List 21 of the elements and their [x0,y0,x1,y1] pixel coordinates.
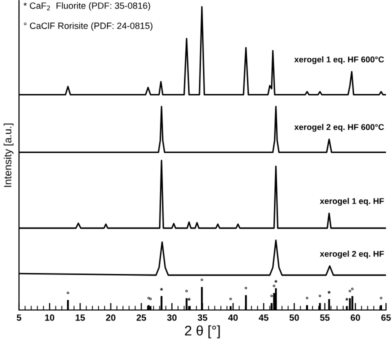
x-tick-label: 50 [290,314,299,321]
annotation: ° CaClF Rorisite (PDF: 24-0815) [24,22,152,31]
x-axis-title: 2 θ [°] [184,325,220,338]
x-tick-label: 60 [350,314,360,321]
x-tick-label: 15 [76,314,85,321]
series-label: xerogel 2 eq. HF [320,250,384,258]
x-tick-label: 35 [198,314,208,321]
x-tick-label: 10 [45,314,54,321]
series-label: xerogel 2 eq. HF 600°C [294,124,384,132]
x-tick-label: 20 [106,314,116,321]
x-tick-label: 55 [320,314,330,321]
x-tick-label: 65 [381,314,391,321]
x-tick-label: 25 [136,314,146,321]
x-tick-label: 5 [16,314,22,321]
annotation: * CaF$_{2}$ Fluorite (PDF: 35-0816) [24,2,150,11]
x-tick-label: 45 [258,314,268,321]
x-tick-label: 40 [228,314,238,321]
text: xerogel 1 eq. HF 600°C [294,56,384,64]
series-label: xerogel 1 eq. HF [320,198,384,206]
y-axis-title: Intensity [a.u.] [4,124,14,187]
x-tick-label: 30 [167,314,177,321]
